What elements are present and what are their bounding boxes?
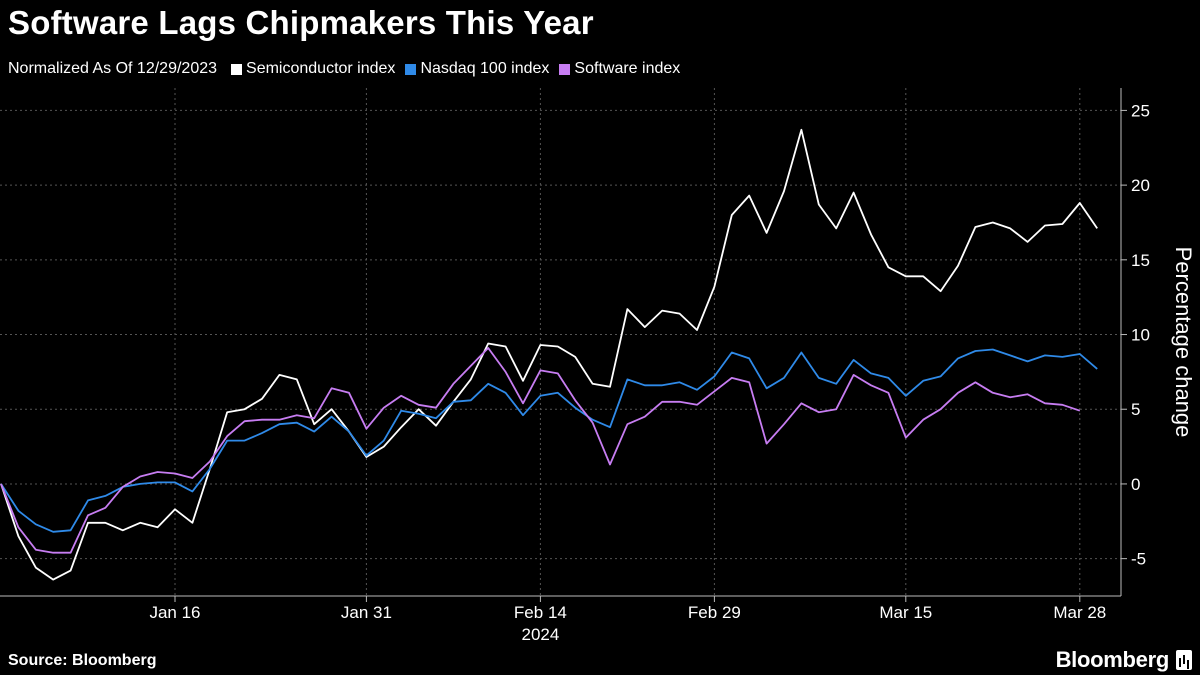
x-tick-label: Jan 31 <box>341 603 392 622</box>
legend-item-semiconductor: Semiconductor index <box>231 60 395 78</box>
y-tick-label: 10 <box>1131 326 1150 345</box>
bloomberg-icon <box>1176 650 1192 670</box>
legend-item-software: Software index <box>559 60 680 78</box>
y-tick-label: -5 <box>1131 550 1146 569</box>
y-axis-title: Percentage change <box>1171 247 1196 438</box>
x-tick-label: Feb 29 <box>688 603 741 622</box>
legend-subtitle: Normalized As Of 12/29/2023 <box>8 60 218 77</box>
series-line-semiconductor-index <box>0 128 1098 581</box>
x-tick-label: Feb 14 <box>514 603 567 622</box>
legend-label-software: Software index <box>574 60 681 77</box>
legend-swatch-software <box>559 63 571 75</box>
chart-series <box>0 128 1098 581</box>
y-tick-label: 15 <box>1131 251 1150 270</box>
bloomberg-logo: Bloomberg <box>1056 647 1192 673</box>
brand-text: Bloomberg <box>1055 647 1170 672</box>
legend-swatch-nasdaq <box>405 63 417 75</box>
series-line-nasdaq-100-index <box>0 348 1098 533</box>
legend: Normalized As Of 12/29/2023 Semiconducto… <box>8 60 690 78</box>
legend-swatch-semiconductor <box>231 63 243 75</box>
series-line-software-index <box>0 347 1081 554</box>
chart-tick-labels: -5 0 5 10 15 20 25 Jan 16 Jan 31 Feb 14 Feb 29 Mar … <box>149 101 1196 644</box>
legend-label-semiconductor: Semiconductor index <box>246 60 396 77</box>
legend-item-nasdaq: Nasdaq 100 index <box>405 60 549 78</box>
x-year-label: 2024 <box>521 625 559 644</box>
x-tick-label: Jan 16 <box>149 603 200 622</box>
y-tick-label: 20 <box>1131 176 1150 195</box>
y-tick-label: 0 <box>1131 475 1140 494</box>
y-tick-label: 5 <box>1131 400 1140 419</box>
chart-axes <box>0 88 1127 602</box>
chart-grid <box>0 88 1121 596</box>
chart-title: Software Lags Chipmakers This Year <box>8 4 594 41</box>
legend-label-nasdaq: Nasdaq 100 index <box>420 60 550 77</box>
y-tick-label: 25 <box>1131 101 1150 120</box>
x-tick-label: Mar 28 <box>1053 603 1106 622</box>
source-note: Source: Bloomberg <box>8 652 157 669</box>
x-tick-label: Mar 15 <box>879 603 932 622</box>
